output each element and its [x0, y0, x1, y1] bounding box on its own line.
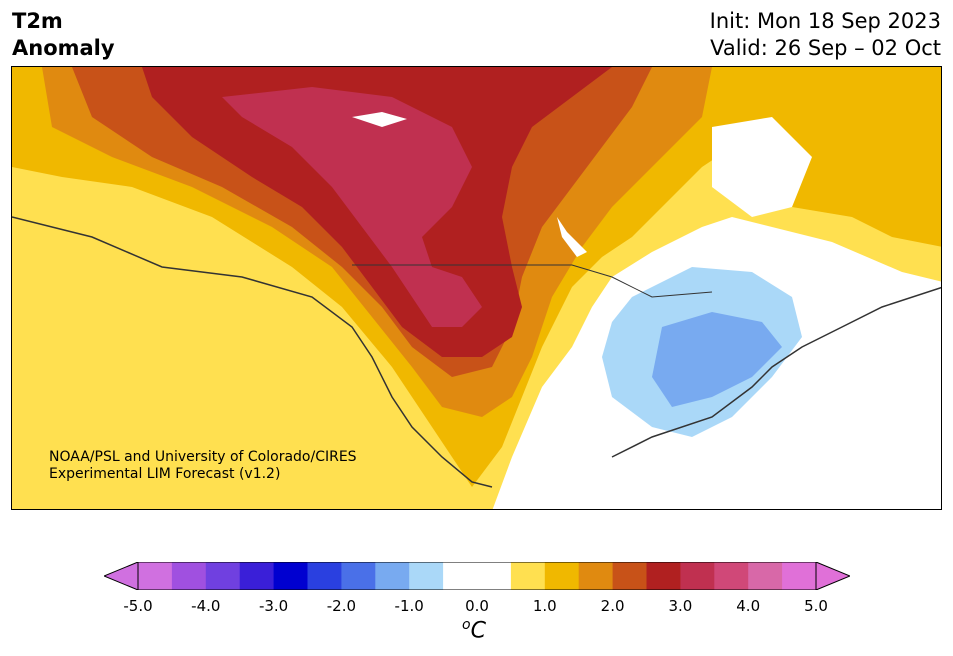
- coastline: [12, 216, 941, 488]
- country-border: [352, 264, 713, 298]
- anomaly-map: [11, 66, 942, 510]
- colorbar-tick-label: -5.0: [123, 597, 153, 615]
- anomaly-field-cool-1-5c: [652, 312, 782, 407]
- colorbar-bin: [171, 562, 207, 590]
- map-title: T2m Anomaly: [12, 8, 115, 62]
- valid-date: Valid: 26 Sep – 02 Oct: [710, 36, 941, 60]
- credit-line2: Experimental LIM Forecast (v1.2): [49, 466, 281, 482]
- colorbar-bin: [680, 562, 715, 590]
- colorbar-bin: [443, 562, 478, 590]
- colorbar-tick-label: 0.0: [465, 597, 489, 615]
- colorbar-bin: [612, 562, 647, 590]
- colorbar-bin: [477, 562, 512, 590]
- colorbar-bins: [138, 562, 817, 590]
- colorbar-outline: [137, 562, 817, 590]
- colorbar-bin: [782, 562, 817, 590]
- colorbar-under-arrow: [104, 562, 139, 590]
- colorbar-bin: [409, 562, 444, 590]
- colorbar-tick-label: 4.0: [736, 597, 761, 615]
- title-variable: T2m: [12, 9, 63, 33]
- init-date: Init: Mon 18 Sep 2023: [709, 9, 941, 33]
- colorbar-tick-label: 5.0: [804, 597, 828, 615]
- colorbar-tick-label: -1.0: [394, 597, 424, 615]
- colorbar-bin: [138, 562, 173, 590]
- title-anomaly: Anomaly: [12, 36, 115, 60]
- colorbar-bin: [510, 562, 546, 590]
- anomaly-field-3-5c: [222, 87, 482, 327]
- colorbar-tick-label: -4.0: [191, 597, 221, 615]
- colorbar-tick-label: -3.0: [258, 597, 289, 615]
- colorbar-bin: [544, 562, 580, 590]
- credit-line1: NOAA/PSL and University of Colorado/CIRE…: [49, 449, 357, 465]
- colorbar-bin: [375, 562, 410, 590]
- colorbar-bin: [239, 562, 275, 590]
- unit-degree: o: [462, 617, 471, 633]
- colorbar-bin: [307, 562, 342, 590]
- colorbar: [104, 562, 850, 590]
- unit-label: oC: [462, 617, 486, 643]
- colorbar-bin: [578, 562, 614, 590]
- lake-winnipeg: [557, 217, 587, 257]
- colorbar-bin: [205, 562, 241, 590]
- hudson-bay: [712, 117, 812, 217]
- colorbar-bin: [714, 562, 749, 590]
- colorbar-bin: [748, 562, 783, 590]
- colorbar-bin: [273, 562, 308, 590]
- colorbar-bin: [646, 562, 681, 590]
- forecast-dates: Init: Mon 18 Sep 2023 Valid: 26 Sep – 02…: [710, 8, 941, 62]
- colorbar-tick-label: 3.0: [668, 597, 693, 615]
- colorbar-tick-label: -2.0: [326, 597, 357, 615]
- colorbar-bin: [341, 562, 376, 590]
- lake-great-slave: [352, 112, 407, 127]
- unit-base: C: [470, 618, 486, 644]
- colorbar-tick-label: 1.0: [532, 597, 557, 615]
- colorbar-tick-label: 2.0: [600, 597, 625, 615]
- forecast-credit: NOAA/PSL and University of Colorado/CIRE…: [49, 449, 357, 483]
- colorbar-over-arrow: [815, 562, 850, 590]
- map-svg: [12, 67, 941, 509]
